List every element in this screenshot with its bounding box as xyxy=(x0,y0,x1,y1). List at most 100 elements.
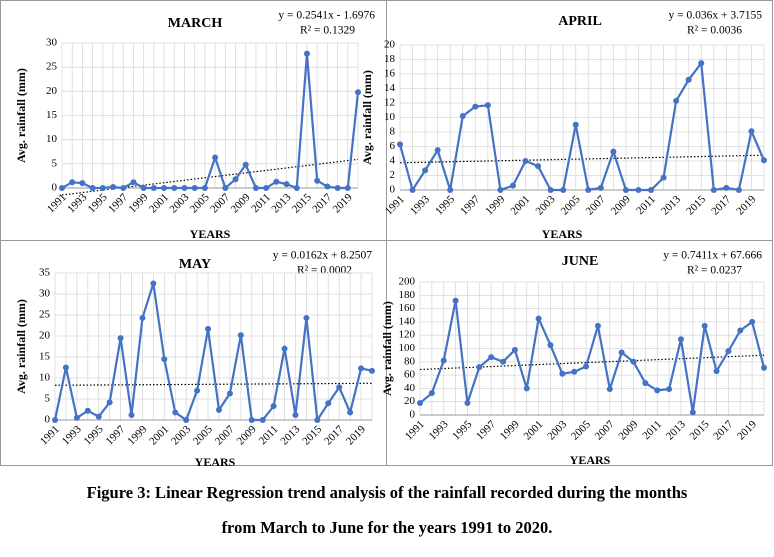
point xyxy=(713,368,720,375)
trend-equation: y = 0.7411x + 67.666 xyxy=(663,250,762,262)
y-tick-label: 200 xyxy=(399,276,416,288)
x-tick-label: 1999 xyxy=(127,191,151,215)
y-tick-label: 160 xyxy=(399,302,416,314)
point xyxy=(130,179,137,186)
x-tick-label: 1997 xyxy=(474,418,498,442)
chart-title: JUNE xyxy=(562,254,599,269)
point xyxy=(161,185,168,191)
point xyxy=(723,184,730,191)
series-line xyxy=(61,53,360,190)
point xyxy=(666,386,673,393)
x-tick-label: 2017 xyxy=(310,191,334,215)
x-tick-label: 2013 xyxy=(278,423,302,447)
point xyxy=(215,406,222,413)
panel-border xyxy=(386,240,773,466)
x-tick-label: 2017 xyxy=(711,418,735,442)
x-tick-label: 1993 xyxy=(65,191,89,215)
point xyxy=(689,409,696,416)
point xyxy=(559,370,566,377)
x-tick-label: 2019 xyxy=(735,418,759,442)
point xyxy=(344,185,351,191)
y-tick-label: 40 xyxy=(404,382,416,394)
point xyxy=(597,184,604,191)
point xyxy=(171,185,178,191)
x-axis-label: YEARS xyxy=(542,227,583,241)
chart: MARCH y = 0.2541x - 1.6976 R² = 0.1329 Avg.… xyxy=(14,10,375,241)
point xyxy=(273,178,280,185)
point xyxy=(183,417,190,423)
point xyxy=(476,364,483,371)
x-axis-label: YEARS xyxy=(190,227,231,241)
point xyxy=(201,185,208,191)
x-tick-label: 2001 xyxy=(521,418,545,442)
y-tick-label: 8 xyxy=(390,126,396,138)
point xyxy=(488,354,495,361)
x-tick-label: 2015 xyxy=(688,418,712,442)
x-tick-label: 1995 xyxy=(86,191,110,215)
r-squared: R² = 0.1329 xyxy=(300,25,355,37)
x-tick-label: 2013 xyxy=(664,418,688,442)
chart-title: MAY xyxy=(179,257,211,272)
x-tick-label: 2013 xyxy=(269,191,293,215)
point xyxy=(283,181,290,188)
point xyxy=(685,76,692,83)
x-tick-label: 2005 xyxy=(188,191,212,215)
point xyxy=(110,184,117,191)
point xyxy=(642,380,649,387)
point xyxy=(585,187,592,193)
x-tick-label: 2007 xyxy=(584,193,608,217)
chart: MAY y = 0.0162x + 8.2507 R² = 0.0002 Avg. r… xyxy=(14,250,375,469)
y-tick-label: 4 xyxy=(390,155,396,167)
x-tick-label: 2019 xyxy=(331,191,355,215)
point xyxy=(610,148,617,155)
point xyxy=(635,187,642,193)
trendline xyxy=(54,382,373,386)
x-tick-label: 1993 xyxy=(60,423,84,447)
y-tick-label: 10 xyxy=(39,372,51,384)
y-tick-label: 140 xyxy=(399,315,416,327)
x-tick-label: 1997 xyxy=(458,193,482,217)
point xyxy=(572,121,579,128)
x-tick-label: 1993 xyxy=(408,193,432,217)
point xyxy=(452,297,459,304)
point xyxy=(212,154,219,161)
chart-title: MARCH xyxy=(168,16,223,31)
point xyxy=(434,147,441,154)
point xyxy=(749,318,756,325)
point xyxy=(325,400,332,407)
point xyxy=(511,346,518,353)
point xyxy=(701,322,708,329)
point xyxy=(725,348,732,355)
point xyxy=(347,409,354,416)
x-tick-label: 2007 xyxy=(213,423,237,447)
y-tick-label: 15 xyxy=(46,109,58,121)
caption: from March to June for the years 1991 to… xyxy=(222,518,553,537)
point xyxy=(523,385,530,392)
point xyxy=(560,187,567,193)
point xyxy=(117,335,124,342)
point xyxy=(464,400,471,407)
y-tick-label: 14 xyxy=(384,82,396,94)
point xyxy=(440,357,447,364)
point xyxy=(409,187,416,193)
series-line xyxy=(398,60,766,193)
y-tick-label: 20 xyxy=(404,395,416,407)
point xyxy=(648,187,655,193)
point xyxy=(270,403,277,410)
point xyxy=(673,97,680,104)
point xyxy=(535,163,542,170)
point xyxy=(594,322,601,329)
trend-equation: y = 0.2541x - 1.6976 xyxy=(278,10,375,22)
point xyxy=(422,167,429,174)
y-tick-label: 100 xyxy=(399,342,416,354)
x-tick-label: 1991 xyxy=(403,418,427,442)
chart-title: APRIL xyxy=(558,14,602,29)
point xyxy=(161,356,168,363)
point xyxy=(191,185,198,191)
x-tick-label: 1997 xyxy=(103,423,127,447)
point xyxy=(622,187,629,193)
y-tick-label: 2 xyxy=(390,169,396,181)
r-squared: R² = 0.0036 xyxy=(687,25,742,37)
point xyxy=(106,399,113,406)
